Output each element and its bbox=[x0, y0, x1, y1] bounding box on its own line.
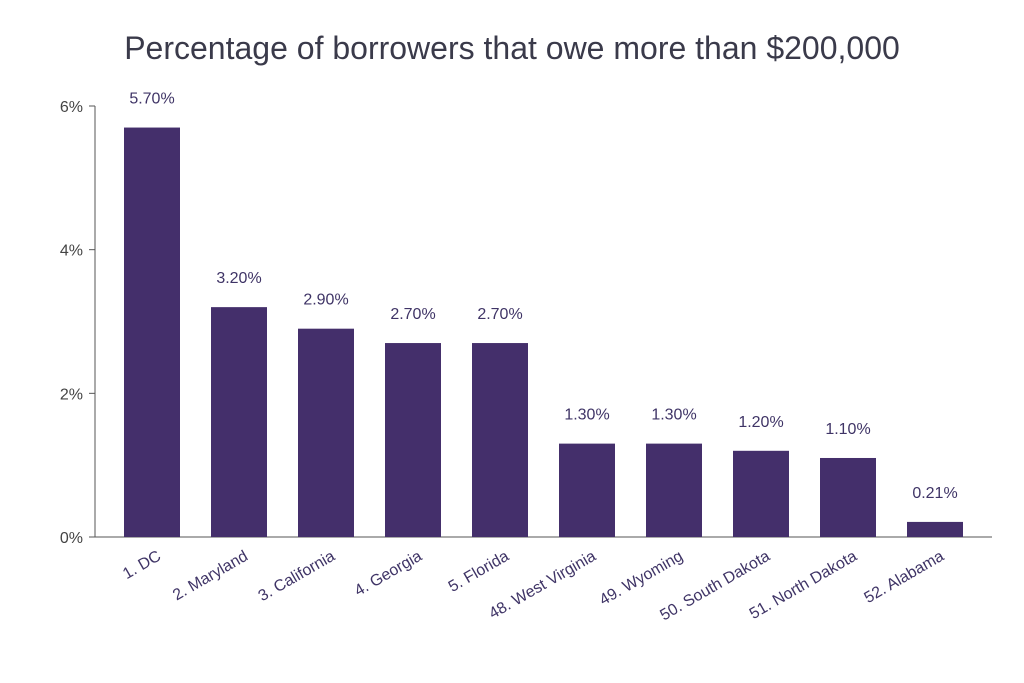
x-tick-label: 4. Georgia bbox=[352, 548, 425, 600]
data-label: 1.30% bbox=[564, 407, 609, 424]
bar bbox=[385, 343, 441, 537]
bar bbox=[211, 307, 267, 537]
y-tick-label: 2% bbox=[60, 386, 83, 403]
y-tick-label: 4% bbox=[60, 243, 83, 260]
bar bbox=[124, 127, 180, 538]
bar bbox=[733, 450, 789, 537]
data-label: 2.70% bbox=[477, 306, 522, 323]
y-tick-label: 0% bbox=[60, 530, 83, 547]
bar bbox=[559, 443, 615, 537]
data-label: 0.21% bbox=[912, 485, 957, 502]
bar bbox=[472, 343, 528, 537]
bar bbox=[907, 521, 963, 537]
bar bbox=[298, 328, 354, 537]
bar bbox=[820, 457, 876, 537]
x-tick-label: 1. DC bbox=[120, 548, 164, 583]
x-tick-label: 2. Maryland bbox=[170, 548, 251, 605]
chart-title: Percentage of borrowers that owe more th… bbox=[124, 30, 900, 66]
data-label: 3.20% bbox=[216, 270, 261, 287]
data-label: 5.70% bbox=[129, 91, 174, 108]
y-tick-label: 6% bbox=[60, 99, 83, 116]
data-label: 1.20% bbox=[738, 414, 783, 431]
x-tick-label: 52. Alabama bbox=[861, 548, 947, 607]
x-tick-label: 3. California bbox=[256, 548, 339, 605]
data-label: 1.30% bbox=[651, 407, 696, 424]
data-label: 2.90% bbox=[303, 292, 348, 309]
bar bbox=[646, 443, 702, 537]
data-label: 1.10% bbox=[825, 421, 870, 438]
x-tick-label: 5. Florida bbox=[446, 548, 512, 596]
data-label: 2.70% bbox=[390, 306, 435, 323]
